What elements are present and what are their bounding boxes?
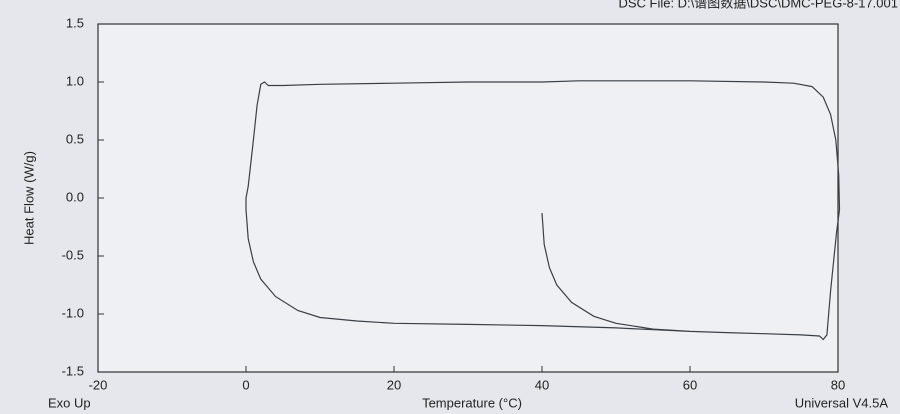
y-tick-label: 0.5 [66, 131, 84, 146]
x-tick-label: 80 [831, 377, 845, 392]
corner-right: Universal V4.5A [795, 395, 889, 410]
x-axis-label: Temperature (°C) [422, 395, 522, 410]
x-tick-label: 60 [683, 377, 697, 392]
corner-left: Exo Up [48, 395, 91, 410]
y-tick-label: -0.5 [62, 247, 84, 262]
y-tick-label: -1.0 [62, 305, 84, 320]
y-axis-label: Heat Flow (W/g) [21, 151, 36, 245]
file-label: DSC File: D:\谱图数据\DSC\DMC-PEG-8-17.001 [618, 0, 898, 10]
data-line [245, 80, 841, 341]
y-tick-label: 1.0 [66, 73, 84, 88]
x-tick-label: -20 [89, 377, 108, 392]
x-tick-label: 40 [535, 377, 549, 392]
plot-frame [97, 23, 839, 373]
x-tick-label: 0 [242, 377, 249, 392]
y-tick-label: 1.5 [66, 15, 84, 30]
y-tick-label: -1.5 [62, 363, 84, 378]
x-tick-label: 20 [387, 377, 401, 392]
y-tick-label: 0.0 [66, 189, 84, 204]
